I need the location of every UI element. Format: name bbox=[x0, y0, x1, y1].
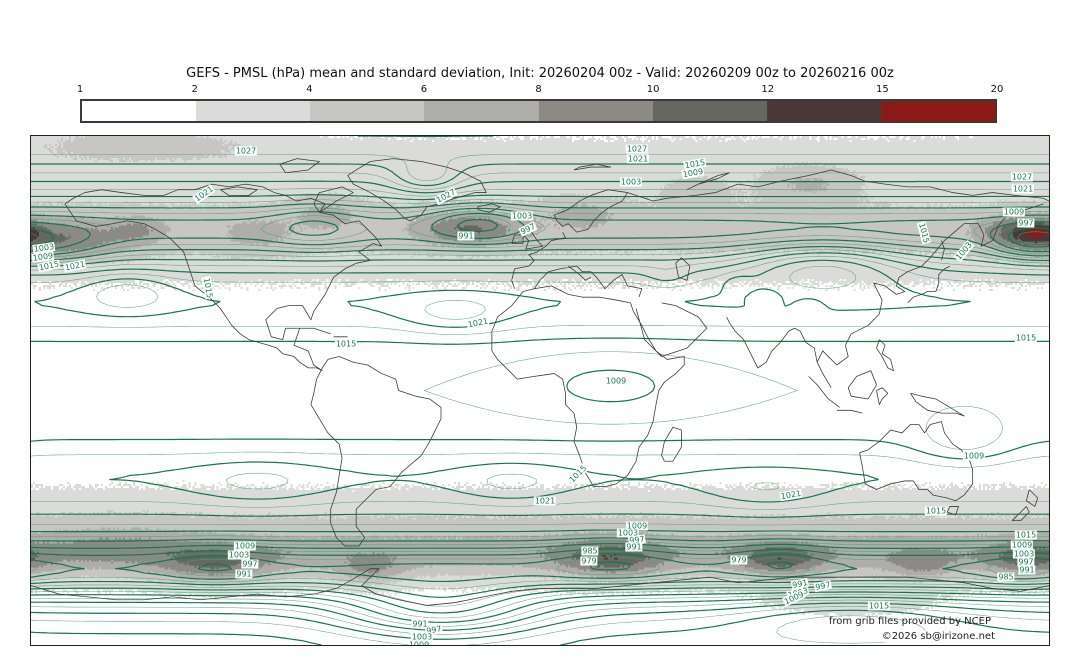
colorbar-tick-labels: 1 2 4 6 8 10 12 15 20 bbox=[80, 84, 997, 99]
contour-label: 997 bbox=[241, 560, 258, 569]
contour-label: 1015 bbox=[925, 507, 947, 516]
contour-label: 1009 bbox=[1011, 541, 1033, 550]
contour-label: 1027 bbox=[235, 147, 257, 156]
coastlines bbox=[31, 159, 1049, 606]
colorbar-segment bbox=[767, 101, 881, 121]
colorbar-tick: 12 bbox=[761, 84, 774, 95]
contour-label: 991 bbox=[235, 570, 252, 579]
colorbar-tick: 10 bbox=[647, 84, 660, 95]
contour-label: 985 bbox=[581, 547, 598, 556]
contour-label: 1009 bbox=[963, 452, 985, 461]
contour-label: 1021 bbox=[534, 497, 556, 506]
attribution-source: from grib files provided by NCEP bbox=[829, 616, 991, 627]
contour-label: 1003 bbox=[511, 212, 533, 221]
contour-label: 1009 bbox=[605, 377, 627, 386]
isobar-979 bbox=[198, 562, 794, 571]
isobar-1009 bbox=[31, 195, 1049, 630]
colorbar-tick: 8 bbox=[535, 84, 541, 95]
colorbar-tick: 20 bbox=[991, 84, 1004, 95]
contour-label: 997 bbox=[1017, 219, 1034, 228]
colorbar-tick: 15 bbox=[876, 84, 889, 95]
isobar-1021 bbox=[31, 164, 1049, 645]
contour-label: 979 bbox=[730, 556, 747, 565]
colorbar-segment bbox=[82, 101, 196, 121]
contour-label: 1015 bbox=[868, 602, 890, 611]
colorbar-tick: 1 bbox=[77, 84, 83, 95]
colorbar-segment bbox=[539, 101, 653, 121]
colorbar-segment bbox=[310, 101, 424, 121]
contour-label: 1015 bbox=[1015, 531, 1037, 540]
page-title: GEFS - PMSL (hPa) mean and standard devi… bbox=[0, 66, 1080, 81]
attribution-copyright: ©2026 sb@irizone.net bbox=[880, 631, 997, 642]
colorbar-segment bbox=[881, 101, 995, 121]
contour-label: 979 bbox=[580, 557, 597, 566]
contour-label: 1027 bbox=[626, 145, 648, 154]
contour-label: 1021 bbox=[627, 155, 649, 164]
contour-label: 1003 bbox=[228, 551, 250, 560]
contour-label: 1009 bbox=[234, 542, 256, 551]
contour-label: 1021 bbox=[1012, 185, 1034, 194]
isobar-985 bbox=[31, 220, 1049, 582]
contour-label: 1027 bbox=[1011, 173, 1033, 182]
contour-label: 1003 bbox=[620, 178, 642, 187]
contour-label: 1009 bbox=[1003, 208, 1025, 217]
colorbar-tick: 2 bbox=[191, 84, 197, 95]
weather-map-page: GEFS - PMSL (hPa) mean and standard devi… bbox=[0, 0, 1080, 658]
contour-lines-layer bbox=[31, 136, 1049, 645]
isobar-1024 bbox=[31, 155, 1049, 644]
stddev-colorbar: 1 2 4 6 8 10 12 15 20 bbox=[80, 84, 997, 123]
contour-label: 991 bbox=[457, 232, 474, 241]
contour-label: 1015 bbox=[1015, 334, 1037, 343]
contour-label: 1015 bbox=[335, 340, 357, 349]
colorbar-segment bbox=[196, 101, 310, 121]
contour-label: 991 bbox=[625, 543, 642, 552]
colorbar-segment bbox=[424, 101, 538, 121]
contour-label: 985 bbox=[997, 573, 1014, 582]
colorbar-segment bbox=[653, 101, 767, 121]
isobar-1012 bbox=[31, 189, 1049, 635]
isobar-1000 bbox=[31, 206, 1049, 618]
colorbar-tick: 4 bbox=[306, 84, 312, 95]
world-pressure-map: 1027 1021 1003 1009 1015 1021 1015 1027 991 997 10… bbox=[30, 135, 1050, 646]
colorbar-scale bbox=[80, 99, 997, 123]
contour-label: 991 bbox=[1018, 566, 1035, 575]
colorbar-tick: 6 bbox=[421, 84, 427, 95]
contour-label: 1009 bbox=[408, 641, 430, 647]
